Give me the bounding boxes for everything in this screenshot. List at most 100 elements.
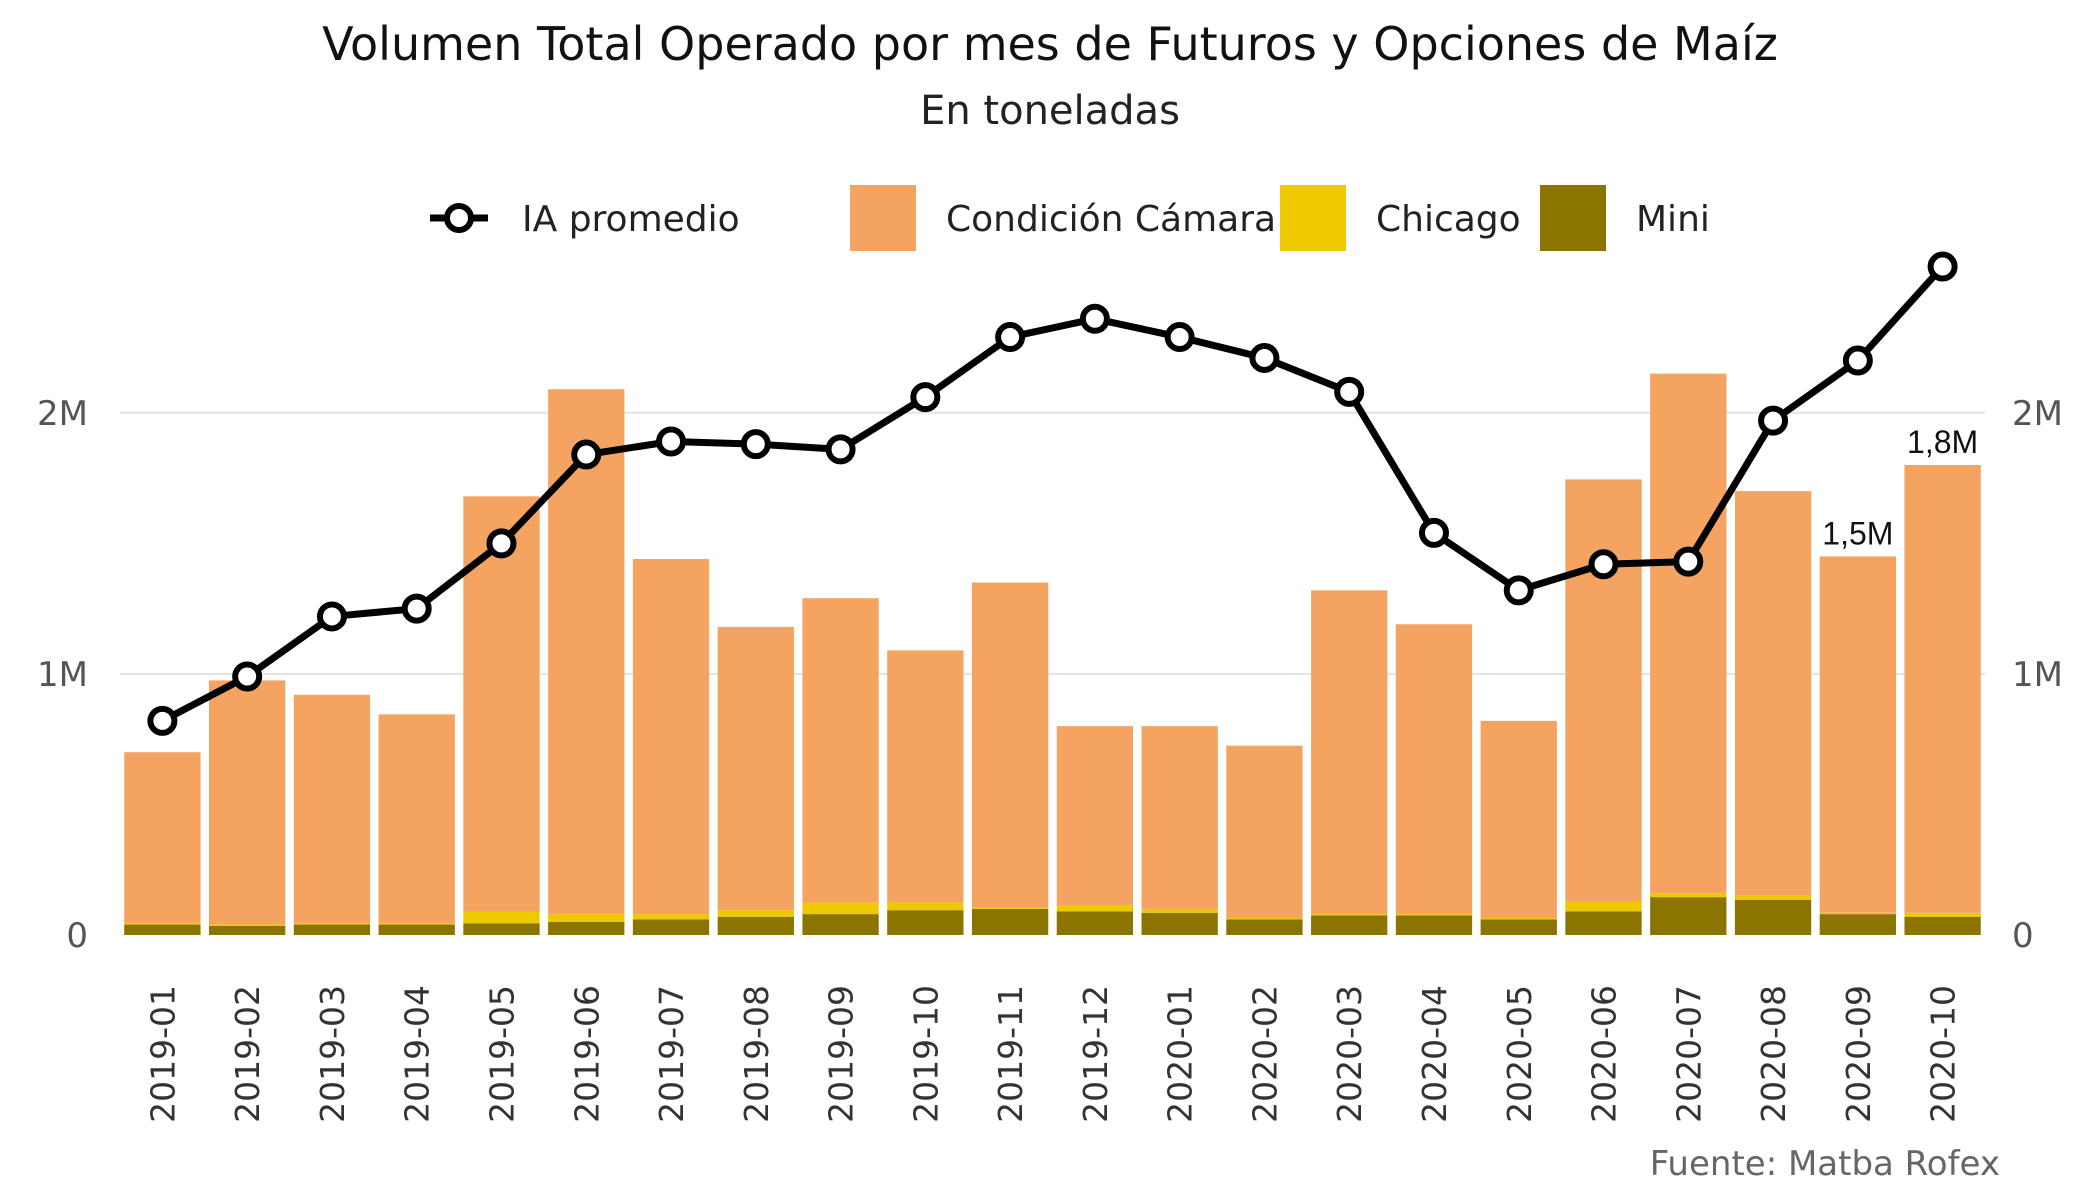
bar-mini-2020-06 bbox=[1565, 911, 1642, 935]
bar-chicago-2020-07 bbox=[1650, 893, 1727, 898]
bar-mini-2020-10 bbox=[1904, 916, 1981, 935]
bar-chicago-2020-08 bbox=[1734, 895, 1812, 900]
bar-mini-2019-05 bbox=[463, 923, 540, 935]
point-ia-promedio-2019-04 bbox=[401, 593, 432, 624]
bar-chicago-2019-05 bbox=[463, 911, 540, 924]
bar-mini-2019-11 bbox=[971, 908, 1049, 935]
bar-mini-2019-10 bbox=[887, 910, 964, 935]
bar-mini-2019-04 bbox=[378, 924, 455, 935]
bar-chicago-2019-02 bbox=[209, 924, 286, 926]
x-tick-2020-07: 2020-07 bbox=[1669, 985, 1708, 1123]
bar-mini-2019-02 bbox=[209, 925, 286, 935]
legend-marker-ia-promedio bbox=[444, 203, 474, 233]
bar-condici-n-c-mara-2019-12 bbox=[1056, 726, 1134, 905]
x-tick-2020-04: 2020-04 bbox=[1415, 985, 1454, 1123]
legend-label-condici-n-c-mara: Condición Cámara bbox=[946, 199, 1276, 240]
bar-chicago-2019-06 bbox=[548, 914, 625, 922]
bar-mini-2020-02 bbox=[1226, 919, 1303, 935]
x-tick-2020-10: 2020-10 bbox=[1924, 985, 1963, 1123]
bar-condici-n-c-mara-2019-01 bbox=[124, 752, 201, 924]
bar-condici-n-c-mara-2020-10 bbox=[1904, 465, 1981, 913]
x-tick-2020-03: 2020-03 bbox=[1330, 985, 1369, 1123]
point-ia-promedio-2020-02 bbox=[1249, 342, 1280, 373]
bar-condici-n-c-mara-2020-04 bbox=[1395, 624, 1473, 915]
bars bbox=[124, 373, 1981, 935]
legend-label-chicago: Chicago bbox=[1376, 199, 1521, 240]
bar-chicago-2019-12 bbox=[1056, 904, 1134, 912]
bar-chicago-2020-01 bbox=[1141, 908, 1218, 913]
point-ia-promedio-2020-04 bbox=[1418, 517, 1449, 548]
bar-chicago-2020-02 bbox=[1226, 918, 1303, 920]
bar-condici-n-c-mara-2019-04 bbox=[378, 714, 455, 924]
chart-caption: Fuente: Matba Rofex bbox=[1650, 1144, 2000, 1184]
bar-chicago-2020-09 bbox=[1819, 912, 1896, 915]
bar-condici-n-c-mara-2020-01 bbox=[1141, 726, 1218, 909]
point-ia-promedio-2019-08 bbox=[740, 429, 771, 460]
bar-condici-n-c-mara-2020-07 bbox=[1650, 373, 1727, 894]
bar-mini-2020-09 bbox=[1819, 914, 1896, 935]
bar-condici-n-c-mara-2020-05 bbox=[1480, 720, 1557, 919]
point-ia-promedio-2020-09 bbox=[1842, 345, 1873, 376]
bar-mini-2019-12 bbox=[1056, 911, 1134, 935]
bar-mini-2020-01 bbox=[1141, 912, 1218, 935]
point-ia-promedio-2020-01 bbox=[1164, 322, 1195, 353]
bar-mini-2019-08 bbox=[717, 916, 794, 935]
bar-mini-2020-04 bbox=[1395, 915, 1473, 935]
x-tick-2020-08: 2020-08 bbox=[1754, 985, 1793, 1123]
bar-condici-n-c-mara-2019-05 bbox=[463, 496, 540, 912]
point-ia-promedio-2020-06 bbox=[1588, 549, 1619, 580]
bar-condici-n-c-mara-2019-03 bbox=[293, 694, 371, 924]
bar-condici-n-c-mara-2020-02 bbox=[1226, 745, 1303, 919]
x-tick-2019-06: 2019-06 bbox=[567, 985, 606, 1123]
bar-condici-n-c-mara-2020-09 bbox=[1819, 556, 1896, 913]
bar-chicago-2020-10 bbox=[1904, 912, 1981, 917]
bar-condici-n-c-mara-2019-11 bbox=[971, 582, 1049, 908]
point-ia-promedio-2020-05 bbox=[1503, 575, 1534, 606]
point-ia-promedio-2019-01 bbox=[147, 705, 178, 736]
x-axis: 2019-01 2019-02 2019-03 2019-04 2019-05 2019-… bbox=[143, 985, 1962, 1123]
y-tick-left-0: 0 bbox=[66, 916, 88, 956]
x-tick-2019-04: 2019-04 bbox=[398, 985, 437, 1123]
y-tick-right-1: 1M bbox=[2012, 655, 2063, 695]
bar-condici-n-c-mara-2019-09 bbox=[802, 598, 879, 903]
bar-chicago-2019-03 bbox=[293, 923, 371, 925]
y-tick-right-0: 0 bbox=[2012, 916, 2034, 956]
y-tick-left-1: 1M bbox=[37, 655, 88, 695]
bar-condici-n-c-mara-2020-03 bbox=[1311, 590, 1388, 915]
x-tick-2019-01: 2019-01 bbox=[143, 985, 182, 1123]
bar-mini-2020-08 bbox=[1734, 899, 1812, 935]
bar-condici-n-c-mara-2019-10 bbox=[887, 650, 964, 903]
point-ia-promedio-2019-02 bbox=[232, 661, 263, 692]
legend-label-ia-promedio: IA promedio bbox=[522, 199, 740, 240]
bar-chicago-2019-04 bbox=[378, 923, 455, 925]
y-axis-right: 0 1M 2M bbox=[2012, 394, 2063, 956]
line-ia-promedio bbox=[160, 264, 1946, 724]
point-ia-promedio-2020-03 bbox=[1334, 376, 1365, 407]
point-ia-promedio-2019-07 bbox=[656, 426, 687, 457]
point-ia-promedio-2020-07 bbox=[1673, 546, 1704, 577]
point-ia-promedio-2019-06 bbox=[571, 439, 602, 470]
point-ia-promedio-2019-09 bbox=[825, 434, 856, 465]
bar-chicago-2020-06 bbox=[1565, 901, 1642, 912]
bar-chicago-2019-01 bbox=[124, 923, 201, 925]
bar-chicago-2020-05 bbox=[1480, 918, 1557, 920]
bar-mini-2019-03 bbox=[293, 924, 371, 935]
y-tick-right-2: 2M bbox=[2012, 394, 2063, 434]
bar-mini-2019-06 bbox=[548, 921, 625, 935]
x-tick-2020-06: 2020-06 bbox=[1585, 985, 1624, 1123]
x-tick-2019-03: 2019-03 bbox=[313, 985, 352, 1123]
point-ia-promedio-2020-08 bbox=[1758, 405, 1789, 436]
bar-mini-2020-03 bbox=[1311, 915, 1388, 935]
bar-chicago-2019-08 bbox=[717, 910, 794, 917]
point-ia-promedio-2019-10 bbox=[910, 382, 941, 413]
legend-label-mini: Mini bbox=[1636, 199, 1710, 240]
x-tick-2019-05: 2019-05 bbox=[482, 985, 521, 1123]
bar-mini-2019-09 bbox=[802, 914, 879, 935]
point-ia-promedio-2019-03 bbox=[316, 601, 347, 632]
legend-swatch-condici-n-c-mara bbox=[850, 185, 916, 251]
x-tick-2020-05: 2020-05 bbox=[1500, 985, 1539, 1123]
data-label-2020-10: 1,8M bbox=[1907, 424, 1978, 460]
x-tick-2020-09: 2020-09 bbox=[1839, 985, 1878, 1123]
bar-chicago-2019-09 bbox=[802, 902, 879, 915]
